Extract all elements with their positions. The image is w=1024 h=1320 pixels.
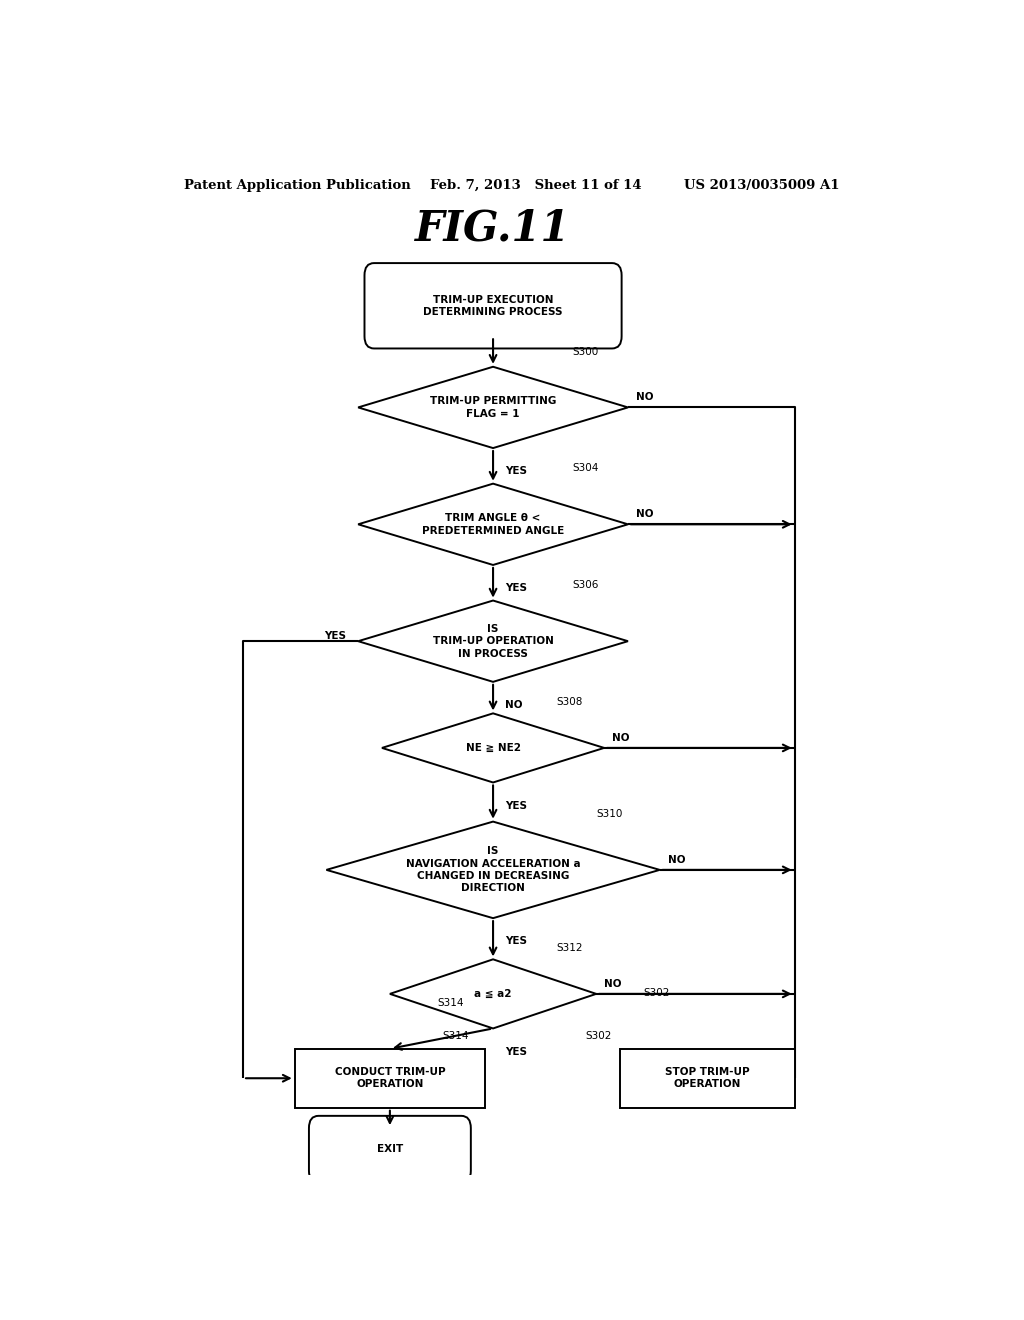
Text: YES: YES — [505, 583, 527, 593]
Text: IS
NAVIGATION ACCELERATION a
CHANGED IN DECREASING
DIRECTION: IS NAVIGATION ACCELERATION a CHANGED IN … — [406, 846, 581, 894]
Text: EXIT: EXIT — [377, 1144, 403, 1155]
Bar — [620, 1049, 795, 1107]
Text: S314: S314 — [437, 998, 464, 1008]
Text: YES: YES — [505, 466, 527, 477]
Polygon shape — [358, 601, 628, 682]
Text: NO: NO — [668, 855, 685, 865]
Text: FIG.11: FIG.11 — [416, 207, 570, 249]
Text: YES: YES — [325, 631, 346, 642]
Text: S308: S308 — [557, 697, 583, 708]
Text: a ≦ a2: a ≦ a2 — [474, 989, 512, 999]
Text: S306: S306 — [572, 581, 599, 590]
Polygon shape — [327, 821, 659, 919]
Text: S302: S302 — [644, 987, 671, 998]
Text: S310: S310 — [596, 809, 623, 818]
FancyBboxPatch shape — [309, 1115, 471, 1183]
Text: NO: NO — [505, 700, 522, 710]
Text: YES: YES — [505, 936, 527, 946]
Text: S314: S314 — [442, 1031, 469, 1040]
Polygon shape — [390, 960, 596, 1028]
Text: Feb. 7, 2013   Sheet 11 of 14: Feb. 7, 2013 Sheet 11 of 14 — [430, 178, 641, 191]
Text: S300: S300 — [572, 347, 599, 356]
Text: NO: NO — [604, 979, 622, 989]
Text: NE ≧ NE2: NE ≧ NE2 — [466, 743, 520, 752]
Text: TRIM ANGLE θ <
PREDETERMINED ANGLE: TRIM ANGLE θ < PREDETERMINED ANGLE — [422, 513, 564, 536]
Text: TRIM-UP PERMITTING
FLAG = 1: TRIM-UP PERMITTING FLAG = 1 — [430, 396, 556, 418]
Text: S302: S302 — [586, 1031, 612, 1040]
Text: STOP TRIM-UP
OPERATION: STOP TRIM-UP OPERATION — [665, 1067, 750, 1089]
Text: IS
TRIM-UP OPERATION
IN PROCESS: IS TRIM-UP OPERATION IN PROCESS — [432, 624, 554, 659]
Text: TRIM-UP EXECUTION
DETERMINING PROCESS: TRIM-UP EXECUTION DETERMINING PROCESS — [423, 294, 563, 317]
Bar — [295, 1049, 485, 1107]
Text: US 2013/0035009 A1: US 2013/0035009 A1 — [684, 178, 839, 191]
Text: Patent Application Publication: Patent Application Publication — [183, 178, 411, 191]
Text: CONDUCT TRIM-UP
OPERATION: CONDUCT TRIM-UP OPERATION — [335, 1067, 445, 1089]
Text: NO: NO — [636, 510, 653, 519]
Text: NO: NO — [612, 733, 630, 743]
Text: NO: NO — [636, 392, 653, 403]
Polygon shape — [358, 483, 628, 565]
Text: YES: YES — [505, 801, 527, 810]
Polygon shape — [358, 367, 628, 447]
Text: S312: S312 — [557, 944, 583, 953]
Text: YES: YES — [505, 1047, 527, 1057]
FancyBboxPatch shape — [365, 263, 622, 348]
Text: S304: S304 — [572, 463, 599, 474]
Polygon shape — [382, 713, 604, 783]
